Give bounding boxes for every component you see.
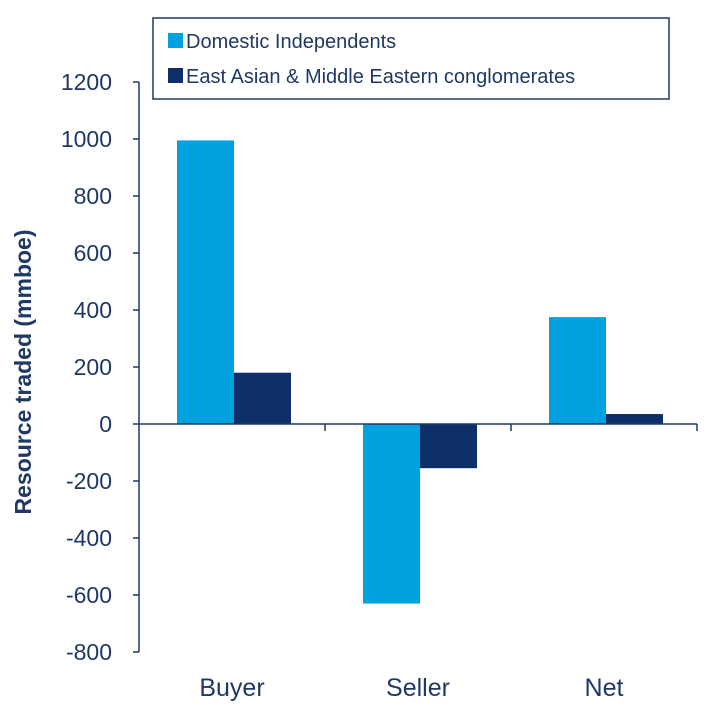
y-tick-label: 1000 xyxy=(61,126,112,152)
y-tick-label: 800 xyxy=(74,183,112,209)
y-tick-label: 200 xyxy=(74,354,112,380)
bar-conglomerates-buyer xyxy=(234,372,291,424)
x-category-label: Seller xyxy=(386,674,450,702)
bars xyxy=(177,140,663,604)
bar-conglomerates-net xyxy=(606,414,663,424)
legend: Domestic Independents East Asian & Middl… xyxy=(152,17,670,100)
y-tick-label: 600 xyxy=(74,240,112,266)
y-tick-label: -400 xyxy=(66,525,112,551)
bar-conglomerates-seller xyxy=(420,424,477,469)
legend-swatch-domestic xyxy=(168,33,183,48)
legend-swatch-conglomerates xyxy=(168,68,183,83)
legend-label-domestic: Domestic Independents xyxy=(186,31,396,53)
y-tick-label: 400 xyxy=(74,297,112,323)
y-tick-label: 1200 xyxy=(61,69,112,95)
y-tick-label: -800 xyxy=(66,639,112,665)
y-tick-labels: 1200 1000 800 600 400 200 0 -200 -400 -600 -800 xyxy=(61,69,112,665)
category-labels: Buyer Seller Net xyxy=(199,674,623,702)
y-tick-label: -600 xyxy=(66,582,112,608)
x-category-label: Buyer xyxy=(199,674,264,702)
y-axis-title: Resource traded (mmboe) xyxy=(10,229,36,514)
bar-domestic-buyer xyxy=(177,140,234,425)
x-category-label: Net xyxy=(585,674,624,702)
y-tick-label: -200 xyxy=(66,468,112,494)
y-tick-label: 0 xyxy=(99,411,112,437)
axes xyxy=(133,81,698,653)
bar-domestic-net xyxy=(549,317,606,424)
legend-label-conglomerates: East Asian & Middle Eastern conglomerate… xyxy=(186,66,575,88)
bar-domestic-seller xyxy=(363,424,420,604)
legend-box xyxy=(152,17,670,100)
